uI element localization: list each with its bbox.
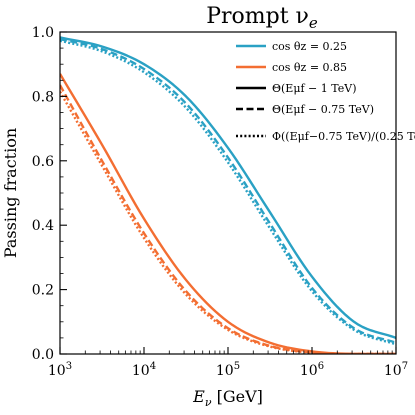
- y-tick-label: 0.4: [32, 218, 54, 234]
- chart-title-subscript: e: [309, 14, 318, 32]
- plot-frame: [59, 31, 397, 355]
- x-axis-label: Eν [GeV]: [192, 387, 263, 409]
- x-axis-label-subscript: ν: [205, 396, 212, 409]
- x-tick-label: 107: [384, 361, 408, 379]
- chart-title-main: Prompt ν: [206, 4, 309, 29]
- y-axis: 0.0 0.2 0.4 0.6 0.8 1.0: [32, 25, 67, 363]
- series-line-2: [60, 37, 396, 344]
- x-axis-label-unit: [GeV]: [212, 387, 263, 406]
- y-tick-label: 1.0: [32, 25, 54, 41]
- series-line-3: [60, 39, 396, 346]
- x-axis-label-symbol: E: [192, 387, 205, 406]
- legend-label: Φ((Eμf−0.75 TeV)/(0.25 TeV)): [272, 130, 415, 143]
- x-tick-label: 103: [48, 361, 72, 379]
- x-tick-label: 106: [300, 361, 324, 379]
- series-line-6: [60, 90, 396, 354]
- x-axis: 103 104 105 106 107: [48, 347, 408, 379]
- legend-label: Θ(Eμf − 0.75 TeV): [272, 103, 374, 116]
- legend: cos θz = 0.25 cos θz = 0.85 Θ(Eμf − 1 TeV)…: [236, 40, 415, 143]
- y-tick-label: 0.2: [32, 283, 54, 299]
- y-axis-label: Passing fraction: [1, 128, 20, 258]
- x-tick-label: 105: [216, 361, 240, 379]
- legend-label: cos θz = 0.85: [272, 61, 347, 74]
- legend-label: Θ(Eμf − 1 TeV): [272, 82, 357, 95]
- y-tick-label: 0.8: [32, 89, 54, 105]
- series-line-1: [60, 36, 396, 340]
- x-tick-label: 104: [132, 361, 156, 379]
- chart-title: Prompt νe: [206, 4, 318, 32]
- y-tick-label: 0.6: [32, 154, 54, 170]
- y-tick-label: 0.0: [32, 347, 54, 363]
- legend-label: cos θz = 0.25: [272, 40, 347, 53]
